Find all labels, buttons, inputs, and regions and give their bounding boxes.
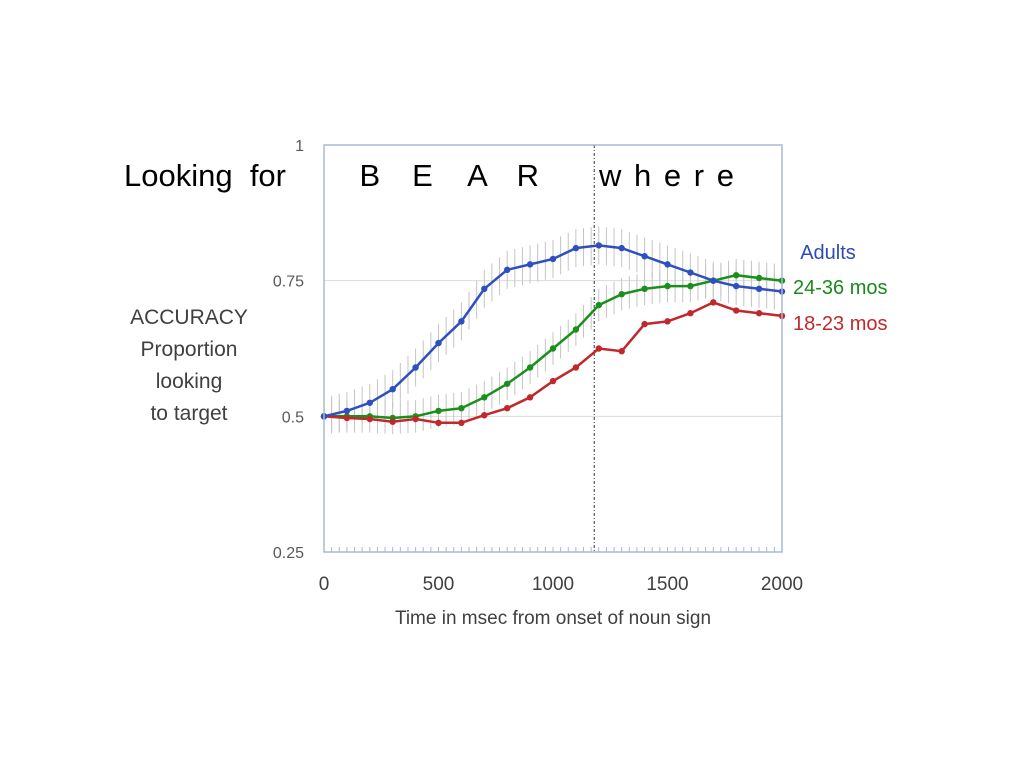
- data-point: [412, 415, 419, 423]
- series-layer: [320, 242, 786, 427]
- data-point: [572, 244, 580, 252]
- series-adults: [320, 242, 786, 420]
- data-point: [733, 282, 740, 290]
- data-point: [458, 404, 465, 412]
- data-point: [664, 282, 671, 290]
- sign-letter: E: [412, 158, 433, 193]
- series-labels: Adults 24-36 mos 18-23 mos: [793, 242, 888, 335]
- chart-title: Looking for: [124, 158, 286, 193]
- data-point: [710, 277, 717, 284]
- series-label: Adults: [800, 242, 856, 264]
- y-tick-label: 1: [295, 138, 304, 155]
- data-point: [526, 364, 534, 371]
- y-tick-label: 0.25: [273, 545, 304, 562]
- x-tick-label: 1500: [646, 574, 688, 595]
- data-point: [389, 418, 396, 425]
- sign-letter: R: [517, 158, 539, 193]
- data-point: [343, 407, 351, 415]
- data-point: [664, 318, 671, 325]
- y-axis-title-line-2: Proportion: [141, 338, 238, 361]
- y-axis-title-line-4: to target: [150, 402, 227, 425]
- data-point: [412, 364, 419, 371]
- y-axis-title-line-1: ACCURACY: [130, 306, 248, 329]
- series-label: 18-23 mos: [793, 313, 888, 335]
- data-point: [618, 244, 625, 252]
- data-point: [549, 255, 557, 263]
- data-point: [710, 299, 717, 306]
- data-point: [755, 310, 763, 317]
- data-point: [641, 285, 648, 293]
- series-24-36-mos: [320, 272, 786, 422]
- data-point: [733, 307, 740, 314]
- series-label: 24-36 mos: [793, 277, 888, 299]
- x-axis-title: Time in msec from onset of noun sign: [395, 608, 711, 629]
- sign-letter: A: [467, 158, 488, 193]
- data-point: [687, 282, 694, 290]
- data-point: [595, 242, 602, 249]
- data-point: [618, 348, 625, 355]
- y-axis-ticks: 0.25 0.5 0.75 1: [273, 138, 304, 562]
- x-tick-label: 2000: [761, 574, 803, 595]
- data-point: [389, 386, 396, 393]
- data-point: [641, 320, 648, 328]
- data-point: [504, 404, 511, 412]
- data-point: [435, 339, 442, 347]
- data-point: [733, 272, 740, 279]
- y-tick-label: 0.75: [273, 274, 304, 291]
- data-point: [458, 318, 465, 325]
- data-point: [572, 364, 580, 371]
- data-point: [641, 253, 648, 260]
- data-point: [618, 291, 625, 298]
- data-point: [526, 261, 534, 268]
- data-point: [504, 380, 511, 387]
- data-point: [504, 266, 511, 274]
- y-tick-label: 0.5: [282, 409, 304, 426]
- data-point: [549, 377, 557, 385]
- data-point: [481, 394, 488, 401]
- data-point: [595, 301, 602, 309]
- data-point: [755, 285, 763, 293]
- data-point: [572, 326, 580, 333]
- x-tick-label: 0: [319, 574, 330, 595]
- data-point: [687, 269, 694, 276]
- data-point: [366, 415, 373, 423]
- data-point: [458, 419, 465, 427]
- data-point: [481, 412, 488, 419]
- x-tick-label: 500: [423, 574, 455, 595]
- data-point: [664, 261, 671, 268]
- data-point: [343, 414, 351, 422]
- data-point: [435, 419, 442, 427]
- data-point: [755, 274, 763, 282]
- y-axis-title: ACCURACY Proportion looking to target: [130, 306, 248, 425]
- x-tick-label: 1000: [532, 574, 574, 595]
- sign-letter: B: [359, 158, 380, 193]
- y-axis-title-line-3: looking: [156, 370, 223, 393]
- data-point: [526, 394, 534, 401]
- data-point: [481, 285, 488, 293]
- data-point: [549, 345, 557, 352]
- data-point: [595, 345, 602, 352]
- data-point: [435, 407, 442, 415]
- data-point: [366, 399, 373, 406]
- x-axis-ticks: 0 500 1000 1500 2000: [319, 547, 803, 595]
- data-point: [687, 310, 694, 317]
- where-word: w h e r e: [598, 158, 736, 193]
